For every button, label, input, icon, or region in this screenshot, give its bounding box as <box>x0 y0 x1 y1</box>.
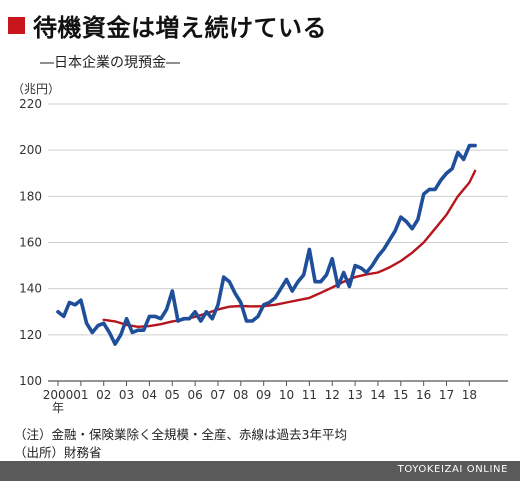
x-tick-label-2011: 11 <box>302 388 317 402</box>
x-tick-label-2013: 13 <box>347 388 362 402</box>
x-tick-label-2014: 14 <box>370 388 385 402</box>
chart-subtitle: ―日本企業の現預金― <box>40 55 180 71</box>
series-layer <box>56 143 477 346</box>
chart-source: （出所）財務省 <box>14 445 102 460</box>
x-tick-label-2007: 07 <box>210 388 225 402</box>
axis-layer: 100 120 140 160 180 200 220 2000 01 02 03 04 05 06 07 0… <box>19 97 508 415</box>
y-tick-label-160: 160 <box>19 236 42 250</box>
x-tick-label-2002: 02 <box>96 388 111 402</box>
series-line-cash-deposits <box>56 143 477 346</box>
y-tick-label-120: 120 <box>19 328 42 342</box>
y-tick-label-140: 140 <box>19 282 42 296</box>
x-tick-label-2015: 15 <box>393 388 408 402</box>
y-axis-unit-label: （兆円） <box>12 82 61 96</box>
x-tick-label-2017: 17 <box>439 388 454 402</box>
title-row: 待機資金は増え続けている <box>8 10 327 42</box>
y-tick-label-220: 220 <box>19 97 42 111</box>
x-axis-unit-label: 年 <box>52 401 64 415</box>
x-tick-label-2012: 12 <box>325 388 340 402</box>
x-tick-label-2016: 16 <box>416 388 431 402</box>
page-title: 待機資金は増え続けている <box>33 13 327 42</box>
footer-credit: TOYOKEIZAI ONLINE <box>397 464 508 475</box>
x-tick-label-2006: 06 <box>187 388 202 402</box>
x-tick-label-2018: 18 <box>462 388 477 402</box>
x-tick-label-2001: 01 <box>73 388 88 402</box>
y-tick-label-200: 200 <box>19 143 42 157</box>
line-chart: 100 120 140 160 180 200 220 2000 01 02 03 04 05 06 07 0… <box>19 97 508 415</box>
y-tick-label-100: 100 <box>19 374 42 388</box>
series-line-3yr-average <box>102 169 477 328</box>
y-tick-label-180: 180 <box>19 189 42 203</box>
x-tick-label-2009: 09 <box>256 388 271 402</box>
x-tick-label-2004: 04 <box>142 388 157 402</box>
footer-bar: TOYOKEIZAI ONLINE <box>0 461 520 481</box>
x-tick-label-2003: 03 <box>119 388 134 402</box>
x-tick-label-2000: 2000 <box>43 388 74 402</box>
x-tick-label-2010: 10 <box>279 388 294 402</box>
x-tick-label-2008: 08 <box>233 388 248 402</box>
x-tick-label-2005: 05 <box>165 388 180 402</box>
chart-note: （注）金融・保険業除く全規模・全産、赤線は過去3年平均 <box>14 427 347 442</box>
title-square-icon <box>8 16 25 34</box>
